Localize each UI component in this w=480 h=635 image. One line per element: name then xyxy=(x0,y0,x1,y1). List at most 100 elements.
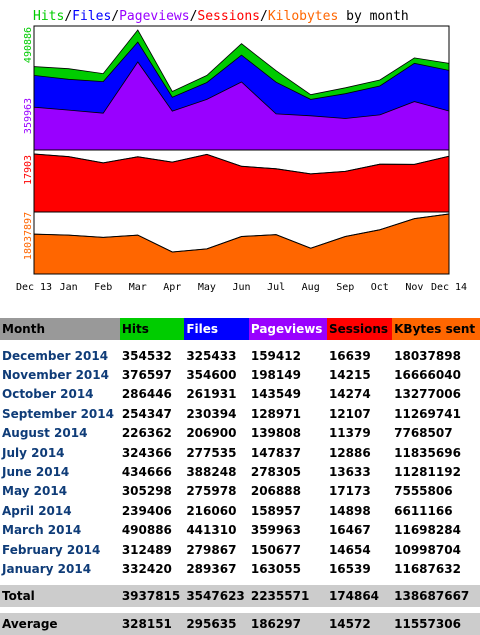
table-cell: 324366 xyxy=(121,445,172,460)
average-cell: 11557306 xyxy=(392,612,480,635)
x-tick-label: Dec 14 xyxy=(431,282,467,293)
table-header-row: Month Hits Files Pageviews Sessions KByt… xyxy=(0,318,480,340)
total-label: Total xyxy=(0,584,120,607)
average-label: Average xyxy=(0,612,120,635)
title-part: / xyxy=(260,9,268,24)
x-tick-label: Apr xyxy=(163,282,181,293)
table-cell: 12886 xyxy=(328,445,371,460)
title-part: Files xyxy=(72,9,111,24)
table-cell: 6611166 xyxy=(394,503,453,518)
table-cell: 143549 xyxy=(250,387,301,402)
table-cell: 354600 xyxy=(186,368,237,383)
table-row: September 2014 254347 230394 128971 12107 112… xyxy=(0,404,480,423)
panel-frame xyxy=(33,211,450,275)
table-cell: 158957 xyxy=(250,503,301,518)
month-link[interactable]: February 2014 xyxy=(2,542,101,557)
table-row: November 2014 376597 354600 198149 14215 1666… xyxy=(0,365,480,384)
table-cell: 10998704 xyxy=(394,542,461,557)
month-link[interactable]: April 2014 xyxy=(2,503,72,518)
table-cell: 18037898 xyxy=(394,348,461,363)
month-link[interactable]: December 2014 xyxy=(2,348,109,363)
average-cell: 295635 xyxy=(184,612,249,635)
table-cell: 128971 xyxy=(250,406,301,421)
total-cell: 174864 xyxy=(326,584,393,607)
table-cell: 198149 xyxy=(250,368,301,383)
table-cell: 11269741 xyxy=(394,406,461,421)
month-link[interactable]: August 2014 xyxy=(2,426,88,441)
header-files: Files xyxy=(184,318,249,340)
table-cell: 147837 xyxy=(250,445,301,460)
table-cell: 376597 xyxy=(121,368,172,383)
table-cell: 286446 xyxy=(121,387,172,402)
table-cell: 226362 xyxy=(121,426,172,441)
table-cell: 388248 xyxy=(186,465,237,480)
month-link[interactable]: July 2014 xyxy=(2,445,65,460)
total-cell: 3547623 xyxy=(184,584,249,607)
kbytes-line xyxy=(33,213,450,253)
monthly-stats-table: Month Hits Files Pageviews Sessions KByt… xyxy=(0,318,480,635)
month-link[interactable]: November 2014 xyxy=(2,368,109,383)
table-cell: 206900 xyxy=(186,426,237,441)
header-pageviews: Pageviews xyxy=(248,318,327,340)
x-tick-label: Nov xyxy=(405,282,423,293)
month-link[interactable]: March 2014 xyxy=(2,523,82,538)
y-axis-label: 17903 xyxy=(23,155,34,185)
table-row: May 2014 305298 275978 206888 17173 7555806 xyxy=(0,482,480,501)
title-part: Sessions xyxy=(197,9,260,24)
x-tick-label: Oct xyxy=(371,282,389,293)
average-row: Average 328151 295635 186297 14572 11557306 xyxy=(0,612,480,635)
y-axis-label: 18037897 xyxy=(23,212,34,260)
header-sessions: Sessions xyxy=(326,318,393,340)
month-link[interactable]: June 2014 xyxy=(2,465,70,480)
table-cell: 16467 xyxy=(328,523,371,538)
table-cell: 16666040 xyxy=(394,368,461,383)
table-cell: 139808 xyxy=(250,426,301,441)
x-tick-label: Sep xyxy=(336,282,354,293)
total-cell: 3937815 xyxy=(119,584,185,607)
table-cell: 312489 xyxy=(121,542,172,557)
month-link[interactable]: October 2014 xyxy=(2,387,94,402)
x-tick-label: Jun xyxy=(232,282,250,293)
table-row: March 2014 490886 441310 359963 16467 1169828… xyxy=(0,521,480,540)
table-cell: 7555806 xyxy=(394,484,453,499)
x-tick-label: Mar xyxy=(129,282,147,293)
table-cell: 14274 xyxy=(328,387,371,402)
table-cell: 11281192 xyxy=(394,465,461,480)
table-row: October 2014 286446 261931 143549 14274 13277… xyxy=(0,385,480,404)
table-row: July 2014 324366 277535 147837 12886 11835696 xyxy=(0,443,480,462)
table-cell: 434666 xyxy=(121,465,172,480)
monthly-stats-chart: Hits/Files/Pageviews/Sessions/Kilobytes … xyxy=(16,9,467,293)
average-cell: 186297 xyxy=(248,612,327,635)
table-cell: 325433 xyxy=(186,348,237,363)
table-cell: 332420 xyxy=(121,561,172,576)
table-cell: 163055 xyxy=(250,561,301,576)
table-row: June 2014 434666 388248 278305 13633 11281192 xyxy=(0,462,480,481)
header-month: Month xyxy=(0,318,120,340)
sessions-line xyxy=(33,153,450,175)
average-cell: 14572 xyxy=(326,612,393,635)
table-cell: 277535 xyxy=(186,445,237,460)
x-tick-label: Jul xyxy=(267,282,285,293)
month-link[interactable]: May 2014 xyxy=(2,484,68,499)
table-cell: 16639 xyxy=(328,348,371,363)
month-link[interactable]: September 2014 xyxy=(2,406,114,421)
table-cell: 278305 xyxy=(250,465,301,480)
chart-title: Hits/Files/Pageviews/Sessions/Kilobytes … xyxy=(33,9,409,24)
x-tick-label: Aug xyxy=(302,282,320,293)
table-cell: 159412 xyxy=(250,348,301,363)
table-cell: 11379 xyxy=(328,426,371,441)
table-cell: 490886 xyxy=(121,523,172,538)
header-kbytes: KBytes sent xyxy=(392,318,480,340)
table-row: February 2014 312489 279867 150677 14654 1099… xyxy=(0,540,480,559)
title-part: / xyxy=(64,9,72,24)
x-tick-label: Dec 13 xyxy=(16,282,52,293)
table-cell: 206888 xyxy=(250,484,301,499)
month-link[interactable]: January 2014 xyxy=(2,561,92,576)
total-cell: 2235571 xyxy=(248,584,327,607)
table-row: August 2014 226362 206900 139808 11379 776850… xyxy=(0,424,480,443)
title-part: / xyxy=(190,9,198,24)
table-cell: 11687632 xyxy=(394,561,461,576)
table-cell: 239406 xyxy=(121,503,172,518)
table-cell: 17173 xyxy=(328,484,371,499)
table-cell: 230394 xyxy=(186,406,237,421)
